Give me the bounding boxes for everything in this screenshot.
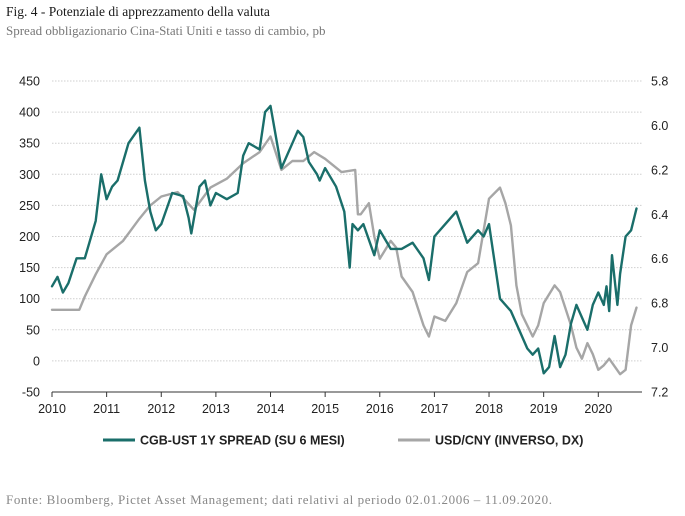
y-tick-label: 350 xyxy=(19,137,40,151)
y-tick-label: 200 xyxy=(19,230,40,244)
x-tick-label: 2012 xyxy=(147,402,175,416)
y2-tick-label: 5.8 xyxy=(651,75,668,89)
y2-tick-label: 6.6 xyxy=(651,252,668,266)
y-tick-label: 150 xyxy=(19,261,40,275)
x-tick-label: 2019 xyxy=(530,402,558,416)
y-tick-label: 50 xyxy=(26,323,40,337)
x-tick-label: 2017 xyxy=(421,402,449,416)
y2-tick-label: 6.2 xyxy=(651,163,668,177)
legend-label-spread: CGB-UST 1Y SPREAD (SU 6 MESI) xyxy=(140,434,345,448)
x-tick-label: 2018 xyxy=(475,402,503,416)
spread-series-group xyxy=(50,104,638,375)
legend: CGB-UST 1Y SPREAD (SU 6 MESI) USD/CNY (IN… xyxy=(103,434,583,448)
x-tick-label: 2015 xyxy=(311,402,339,416)
y2-tick-label: 6.0 xyxy=(651,119,668,133)
fx-series-group xyxy=(50,135,638,376)
source-note: Fonte: Bloomberg, Pictet Asset Managemen… xyxy=(6,492,553,507)
x-tick-label: 2020 xyxy=(584,402,612,416)
y-tick-label: 450 xyxy=(19,75,40,89)
y-tick-label: -50 xyxy=(22,386,40,400)
chart-subtitle: Spread obbligazionario Cina-Stati Uniti … xyxy=(6,23,326,38)
line-chart: 450 400 350 300 250 200 150 100 50 0 -50 5.8 6.0 6.2 6… xyxy=(19,75,668,448)
axes-group: 450 400 350 300 250 200 150 100 50 0 -50 5.8 6.0 6.2 6… xyxy=(19,75,668,417)
y2-tick-label: 7.0 xyxy=(651,341,668,355)
y2-tick-label: 6.8 xyxy=(651,297,668,311)
spread-series-line xyxy=(50,104,638,375)
x-tick-label: 2014 xyxy=(257,402,285,416)
fx-series-line xyxy=(50,135,638,376)
x-tick-label: 2016 xyxy=(366,402,394,416)
x-tick-label: 2010 xyxy=(38,402,66,416)
x-tick-label: 2013 xyxy=(202,402,230,416)
y-tick-label: 100 xyxy=(19,292,40,306)
y-tick-label: 300 xyxy=(19,168,40,182)
y2-tick-label: 7.2 xyxy=(651,386,668,400)
y-tick-label: 0 xyxy=(33,354,40,368)
y2-tick-label: 6.4 xyxy=(651,208,668,222)
legend-label-fx: USD/CNY (INVERSO, DX) xyxy=(435,434,583,448)
y-tick-label: 400 xyxy=(19,106,40,120)
y-tick-label: 250 xyxy=(19,199,40,213)
chart-title: Fig. 4 - Potenziale di apprezzamento del… xyxy=(6,4,270,19)
x-tick-label: 2011 xyxy=(93,402,120,416)
